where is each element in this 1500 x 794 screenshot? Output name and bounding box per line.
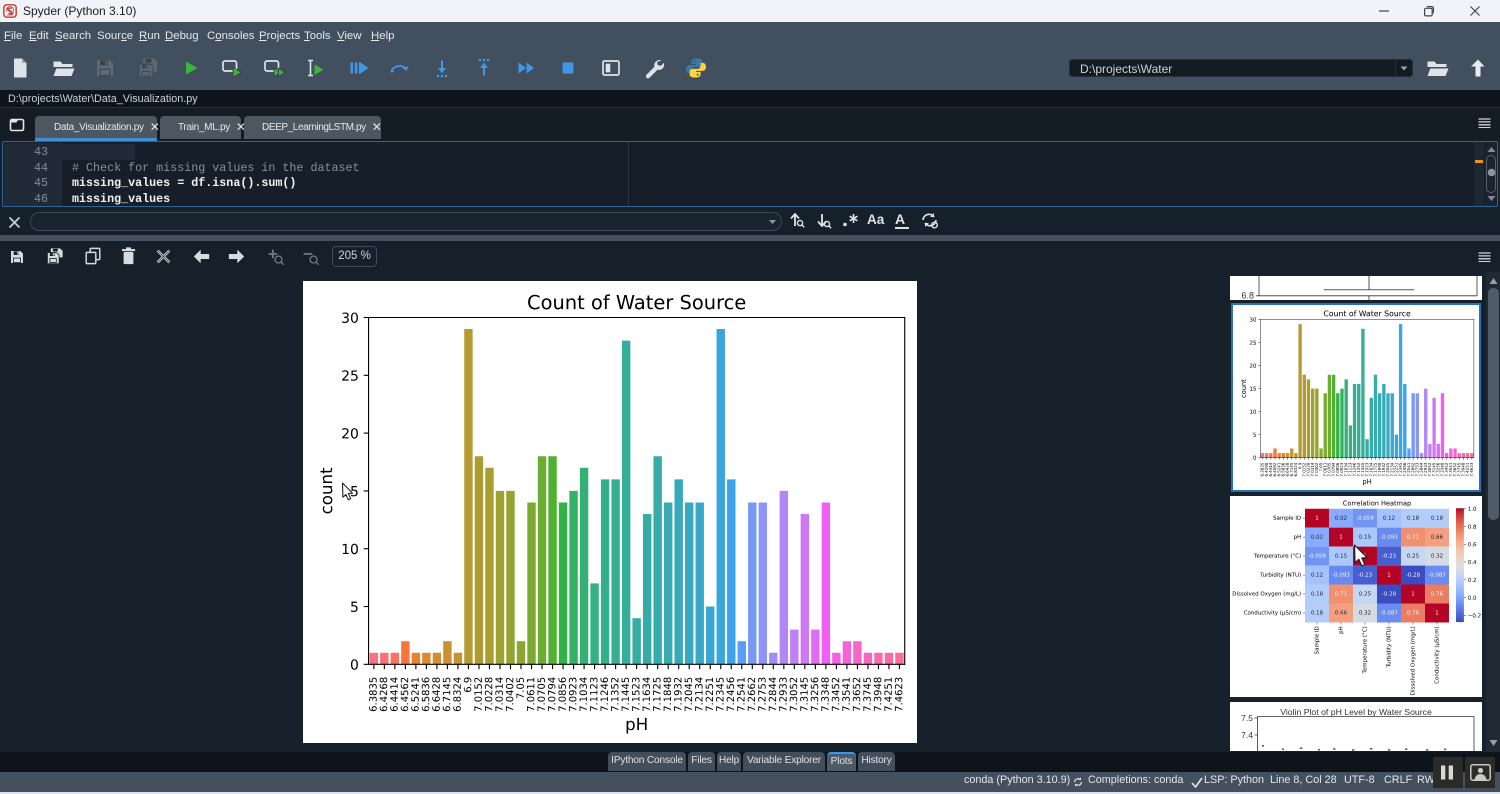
- svg-text:7.4: 7.4: [1241, 730, 1253, 740]
- svg-text:7.5: 7.5: [1241, 713, 1253, 723]
- svg-text:6.8: 6.8: [1241, 290, 1254, 300]
- svg-text:Violin Plot of pH Level by Wat: Violin Plot of pH Level by Water Source: [1280, 707, 1432, 717]
